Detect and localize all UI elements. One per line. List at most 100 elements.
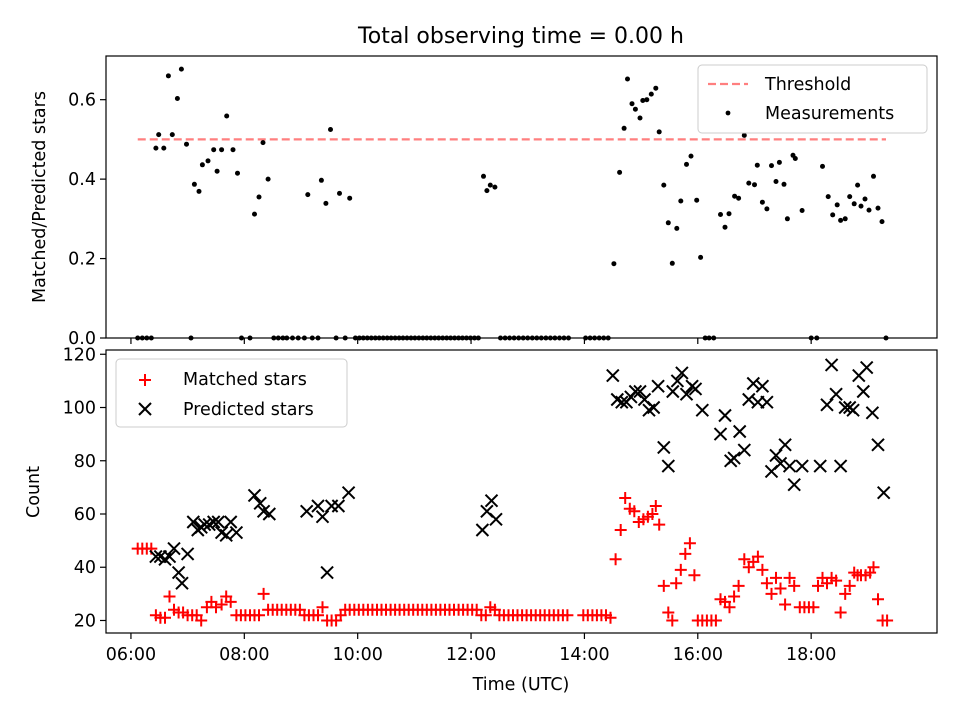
- matched-stars-point: [774, 582, 787, 595]
- predicted-stars-legend-swatch: [138, 402, 152, 416]
- matched-stars-point: [788, 579, 801, 592]
- matched-stars-point: [604, 611, 617, 624]
- predicted-stars-point: [787, 477, 801, 492]
- predicted-stars-point: [695, 403, 710, 417]
- bottom-y-axis-label: Count: [24, 466, 44, 518]
- x-tick-label: 16:00: [673, 645, 723, 665]
- measurement-point: [784, 216, 790, 222]
- predicted-stars-point: [484, 493, 499, 508]
- x-tick-label: 06:00: [106, 645, 156, 665]
- predicted-stars-legend-label: Predicted stars: [183, 400, 314, 420]
- matched-stars-point: [670, 577, 683, 590]
- measurement-point: [328, 127, 333, 132]
- predicted-stars-point: [846, 403, 860, 417]
- measurement-point: [858, 203, 864, 209]
- matched-stars-point: [807, 601, 820, 614]
- predicted-stars-point: [606, 368, 620, 383]
- measurement-point: [640, 98, 646, 103]
- predicted-stars-point: [865, 406, 880, 420]
- bottom-y-tick-label: 120: [63, 345, 96, 365]
- measurement-point: [746, 180, 752, 186]
- matched-stars-point: [728, 590, 741, 603]
- measurement-point: [487, 182, 493, 188]
- bottom-panel: 20 40 60 80 100 120 06:00 08:00 10:00 12:00 14:00 1…: [24, 345, 938, 695]
- measurement-point: [621, 125, 627, 131]
- matched-stars-point: [812, 579, 824, 592]
- top-panel: 0.0 0.2 0.4 0.6 Matched/Predicted stars Thr…: [30, 55, 938, 349]
- matched-stars-point: [215, 598, 228, 611]
- matched-stars-point: [867, 561, 880, 574]
- predicted-stars-point: [820, 398, 834, 412]
- matched-stars-point: [756, 563, 769, 576]
- predicted-stars-point: [657, 440, 671, 455]
- measurement-point: [769, 163, 774, 169]
- measurement-point: [492, 184, 498, 190]
- predicted-stars-point: [666, 384, 680, 399]
- predicted-stars-point: [824, 358, 839, 372]
- predicted-stars-point: [829, 387, 843, 401]
- predicted-stars-point: [229, 525, 244, 540]
- predicted-stars-point: [661, 459, 676, 473]
- matched-stars-point: [732, 579, 745, 592]
- predicted-stars-point: [778, 438, 792, 452]
- measurement-point: [764, 206, 770, 212]
- matched-stars-point: [649, 500, 662, 512]
- measurement-point: [481, 173, 486, 179]
- measurement-point: [678, 198, 684, 204]
- predicted-stars-point: [813, 459, 827, 473]
- predicted-stars-point: [833, 459, 848, 473]
- measurement-point: [866, 207, 872, 213]
- x-axis-label: Time (UTC): [472, 675, 570, 695]
- predicted-stars-point: [742, 392, 756, 407]
- measurement-point: [205, 158, 211, 164]
- bottom-y-tick-label: 40: [74, 558, 96, 578]
- measurement-point: [754, 162, 760, 168]
- matched-stars-point: [765, 587, 778, 600]
- predicted-stars-point: [651, 379, 665, 393]
- matched-stars-legend-swatch: [139, 374, 151, 386]
- top-legend-box: [697, 64, 928, 134]
- predicted-stars-point: [615, 395, 629, 409]
- matched-stars-point: [709, 614, 722, 627]
- matched-stars-point: [751, 550, 764, 563]
- matched-stars-point: [738, 553, 751, 566]
- predicted-stars-point: [633, 384, 647, 399]
- predicted-stars-point: [871, 438, 885, 452]
- measurement-point: [611, 261, 617, 267]
- measurement-point: [153, 145, 159, 151]
- measurement-point: [625, 76, 630, 82]
- matched-stars-point: [210, 601, 222, 614]
- predicted-stars-point: [311, 499, 325, 513]
- predicted-stars-point: [341, 485, 356, 500]
- threshold-legend-label: Threshold: [764, 75, 851, 95]
- bottom-axes-frame: [105, 349, 938, 634]
- matched-stars-point: [723, 601, 736, 614]
- top-legend: Threshold Measurements: [697, 64, 928, 134]
- measurement-point: [260, 140, 266, 146]
- predicted-stars-point: [167, 541, 181, 556]
- measurement-point: [726, 211, 732, 217]
- matched-stars-point: [609, 553, 622, 566]
- predicted-stars-point: [718, 408, 732, 423]
- matched-stars-point: [881, 614, 894, 627]
- predicted-stars-point: [262, 507, 277, 521]
- bottom-axes: 20 40 60 80 100 120 06:00 08:00 10:00 12:00 14:00 1…: [63, 345, 837, 665]
- measurement-point: [688, 153, 694, 159]
- measurement-point: [830, 212, 836, 218]
- measurement-point: [323, 200, 329, 206]
- measurement-point: [736, 195, 742, 201]
- measurement-point: [199, 162, 205, 168]
- measurement-point: [669, 260, 675, 266]
- measurement-point: [665, 220, 671, 226]
- matched-stars-point: [872, 593, 884, 606]
- measurement-point: [305, 192, 311, 198]
- predicted-stars-point: [149, 549, 163, 564]
- measurement-point: [617, 169, 623, 175]
- measurement-point: [252, 211, 257, 217]
- measurement-point: [644, 97, 650, 103]
- predicted-stars-point: [489, 512, 503, 527]
- predicted-stars-point: [253, 496, 267, 511]
- measurement-point: [219, 147, 225, 153]
- predicted-stars-point: [760, 395, 774, 409]
- predicted-stars-point: [713, 427, 728, 441]
